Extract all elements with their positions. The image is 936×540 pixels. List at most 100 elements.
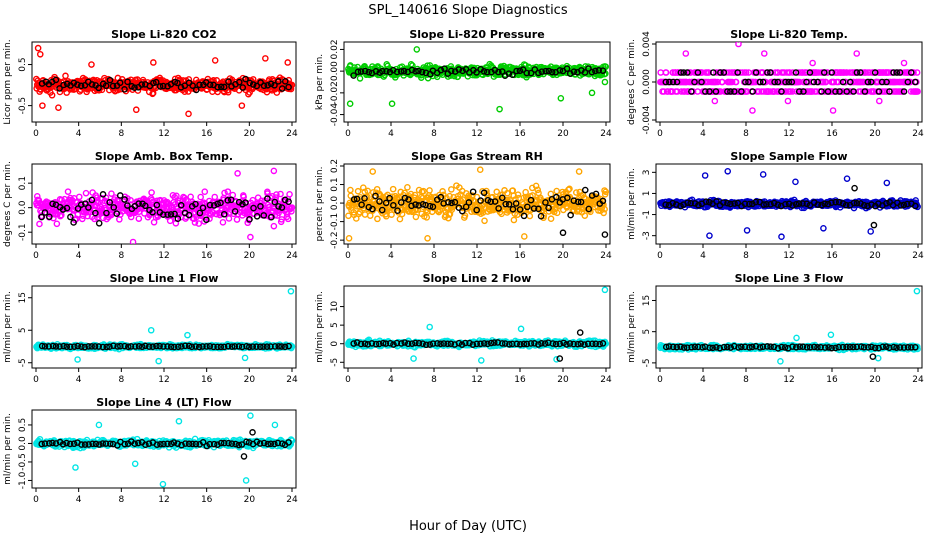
data-point-a <box>446 192 453 200</box>
data-point-b <box>224 342 232 350</box>
data-point-b <box>271 343 279 350</box>
data-point-b <box>220 83 228 91</box>
data-point-b <box>106 343 113 351</box>
data-point-b <box>365 68 373 76</box>
figure-title: SPL_140616 Slope Diagnostics <box>368 3 567 18</box>
data-point-b <box>853 69 861 76</box>
data-point-b <box>81 82 89 89</box>
data-point-b <box>74 81 81 89</box>
data-point-b <box>588 68 596 76</box>
data-point-a <box>147 326 155 334</box>
data-point-b <box>835 198 843 206</box>
data-point-b <box>397 68 405 75</box>
data-point-b <box>358 201 365 209</box>
y-tick-label: 0.00 <box>330 61 340 81</box>
data-point-b <box>124 78 131 86</box>
y-tick-label: 10 <box>330 301 340 313</box>
data-point-b <box>357 340 365 348</box>
data-point-b <box>584 340 592 348</box>
data-point-b <box>738 88 745 95</box>
data-point-a <box>601 78 609 86</box>
data-point-a <box>410 355 417 362</box>
data-point-b <box>516 67 524 75</box>
data-point-b <box>214 83 221 91</box>
data-point-b <box>581 186 589 194</box>
data-point-b <box>256 343 264 351</box>
data-point-b <box>372 192 379 200</box>
data-point-b <box>188 343 196 351</box>
data-point-a <box>789 88 796 95</box>
data-point-b <box>214 343 221 351</box>
data-point-b <box>782 78 789 86</box>
panel-title: Slope Li-820 Pressure <box>409 28 544 41</box>
data-point-a <box>830 78 838 86</box>
data-point-a <box>575 168 583 175</box>
data-point-b <box>800 88 807 95</box>
plot-frame <box>343 285 611 369</box>
data-point-b <box>455 66 463 73</box>
data-point-a <box>660 88 668 95</box>
panel-title: Slope Amb. Box Temp. <box>95 150 233 163</box>
data-point-b <box>401 339 409 346</box>
data-point-a <box>412 213 420 221</box>
x-tick-label: 0 <box>33 129 39 139</box>
points <box>345 286 610 364</box>
data-point-b <box>527 340 535 347</box>
data-point-b <box>131 84 138 91</box>
data-point-a <box>602 188 610 196</box>
data-point-b <box>900 88 908 95</box>
data-point-a <box>148 189 155 196</box>
data-point-b <box>458 341 466 348</box>
data-point-b <box>281 78 289 85</box>
data-point-a <box>241 354 249 362</box>
data-point-b <box>260 82 268 90</box>
data-point-a <box>389 185 397 193</box>
data-point-b <box>114 343 121 350</box>
data-point-b <box>397 199 405 206</box>
x-tick-label: 24 <box>286 129 298 139</box>
data-point-a <box>270 167 278 175</box>
data-point-a <box>374 215 381 223</box>
data-point-b <box>246 79 254 87</box>
data-point-b <box>253 212 261 220</box>
data-point-b <box>839 78 847 86</box>
data-point-a <box>270 222 278 230</box>
data-point-b <box>415 339 423 347</box>
data-point-b <box>228 343 236 350</box>
data-point-b <box>911 202 919 210</box>
data-point-b <box>63 204 71 212</box>
data-point-b <box>74 205 82 212</box>
data-point-a <box>809 59 816 67</box>
data-point-b <box>275 78 282 85</box>
data-point-b <box>447 340 455 348</box>
data-point-b <box>900 201 908 209</box>
data-point-a <box>398 210 406 218</box>
data-point-b <box>483 68 491 76</box>
data-point-a <box>79 215 86 223</box>
data-point-b <box>818 201 825 209</box>
data-point-b <box>426 341 434 348</box>
data-point-a <box>547 215 555 223</box>
data-point-a <box>36 220 43 228</box>
data-point-b <box>253 82 261 90</box>
data-point-b <box>495 68 502 76</box>
data-point-a <box>657 69 664 76</box>
data-point-b <box>88 196 96 204</box>
data-point-a <box>33 193 41 200</box>
data-point-b <box>763 201 770 208</box>
data-point-a <box>510 216 518 224</box>
data-point-b <box>911 78 919 86</box>
data-point-a <box>48 91 56 99</box>
data-point-a <box>602 340 610 347</box>
data-point-b <box>698 78 705 86</box>
data-point-b <box>239 84 247 91</box>
x-tick-label: 20 <box>557 375 569 385</box>
data-point-b <box>461 339 469 347</box>
data-point-b <box>167 211 175 218</box>
points <box>33 287 296 365</box>
data-point-b <box>78 343 85 350</box>
data-point-b <box>393 68 401 76</box>
data-point-a <box>354 187 362 195</box>
data-point-b <box>142 202 149 210</box>
